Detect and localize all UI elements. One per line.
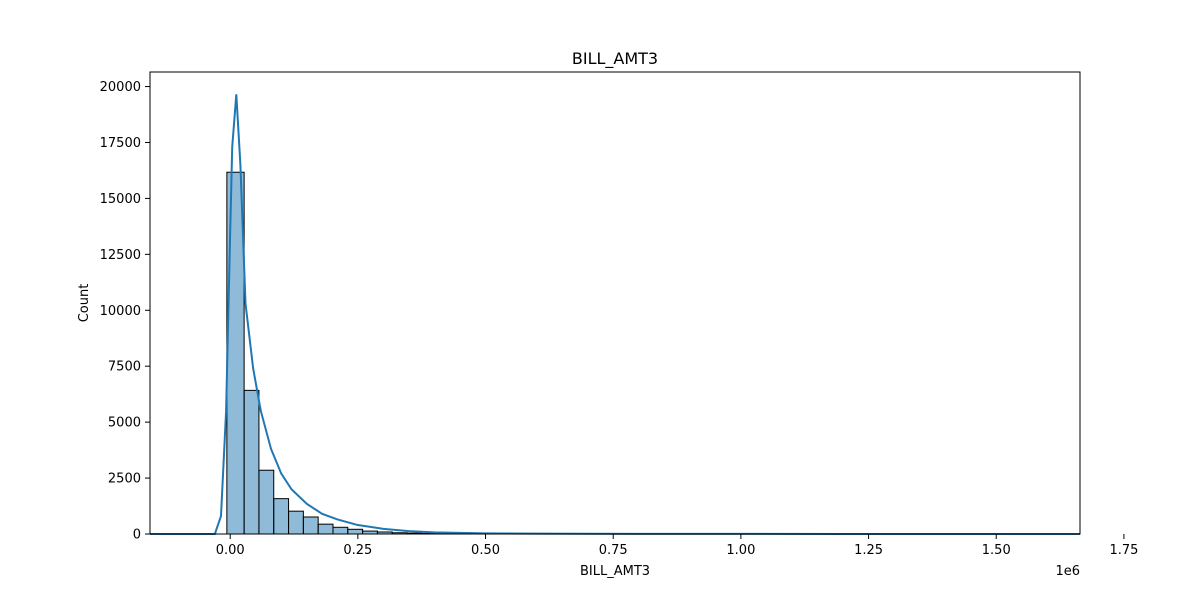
chart-title: BILL_AMT3 [572,49,658,69]
y-tick-label: 20000 [100,80,141,95]
x-axis-offset-label: 1e6 [1055,564,1080,579]
y-tick-label: 12500 [100,248,141,263]
y-tick-label: 10000 [100,304,141,319]
histogram-bar [333,527,348,534]
y-tick-label: 0 [133,528,141,543]
x-tick-label: 1.00 [726,543,755,558]
x-axis-ticks: 0.00 0.25 0.50 0.75 1.00 1.25 1.50 1.75 [216,534,1139,558]
y-axis-label: Count [77,284,92,323]
histogram-bar [274,499,289,534]
histogram-bars [227,172,481,534]
x-tick-label: 1.75 [1109,543,1138,558]
y-tick-label: 17500 [100,136,141,151]
y-tick-label: 15000 [100,192,141,207]
histogram-bar [348,529,363,534]
histogram-bar [303,517,318,534]
y-tick-label: 2500 [108,472,141,487]
x-tick-label: 1.25 [854,543,883,558]
x-tick-label: 1.50 [982,543,1011,558]
y-tick-label: 5000 [108,416,141,431]
histogram-bar [289,511,304,534]
histogram-bar [318,524,333,534]
kde-line [150,94,1080,534]
x-tick-label: 0.25 [343,543,372,558]
y-tick-label: 7500 [108,360,141,375]
x-tick-label: 0.75 [599,543,628,558]
plot-frame [150,72,1080,534]
x-axis-label: BILL_AMT3 [580,564,650,579]
histogram-bar [244,390,259,534]
x-tick-label: 0.50 [471,543,500,558]
histogram-bar [259,470,274,534]
x-tick-label: 0.00 [216,543,245,558]
y-axis-ticks: 0 2500 5000 7500 10000 12500 15000 17500 20000 [100,80,150,542]
